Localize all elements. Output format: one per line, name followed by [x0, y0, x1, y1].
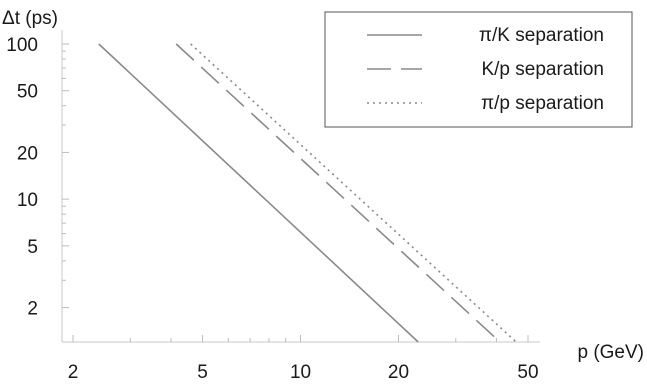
y-tick-label: 100: [6, 35, 38, 56]
y-tick-label: 2: [27, 299, 38, 320]
y-tick-label: 50: [17, 82, 38, 103]
x-axis-title: p (GeV): [577, 342, 644, 363]
legend-label-0: π/K separation: [479, 25, 604, 46]
series-line-2: [190, 43, 517, 343]
legend-label-1: K/p separation: [481, 59, 604, 80]
y-tick-label: 20: [17, 143, 38, 164]
x-tick-label: 20: [388, 362, 409, 383]
y-tick-label: 5: [27, 237, 38, 258]
series-line-1: [175, 43, 501, 343]
x-tick-label: 50: [517, 362, 538, 383]
y-tick-label: 10: [17, 190, 38, 211]
series-layer: [98, 43, 517, 343]
legend-label-2: π/p separation: [481, 93, 604, 114]
x-tick-label: 2: [68, 362, 79, 383]
x-tick-label: 10: [290, 362, 311, 383]
x-tick-label: 5: [197, 362, 208, 383]
axes: 2 5 10 20 50 2 5 10 20 50 100 Δt (ps) p (GeV): [2, 8, 644, 383]
y-axis-title: Δt (ps): [2, 8, 58, 29]
legend: π/K separation K/p separation π/p separati…: [324, 11, 633, 128]
series-line-0: [98, 43, 419, 343]
